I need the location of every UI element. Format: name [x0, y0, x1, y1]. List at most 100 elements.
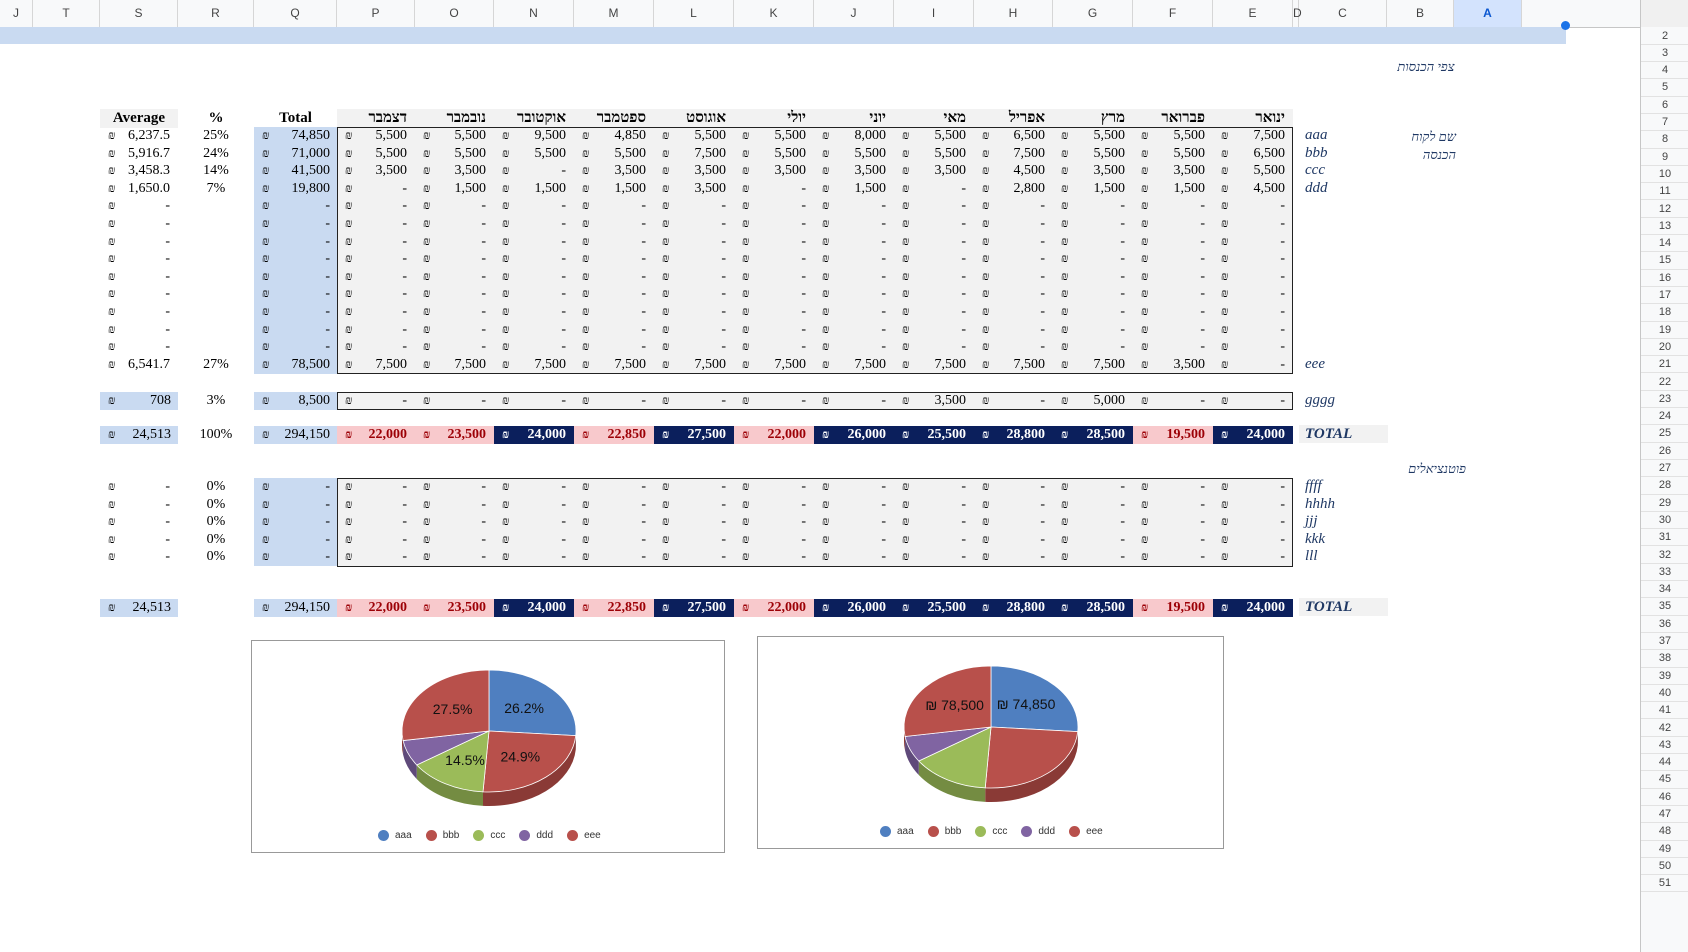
month-value[interactable]: 6,500: [1253, 146, 1286, 161]
month-value[interactable]: -: [402, 531, 407, 547]
month-value[interactable]: -: [1280, 322, 1285, 337]
month-value[interactable]: 22,000: [767, 427, 807, 442]
month-value[interactable]: -: [561, 251, 566, 266]
pie-slice-eee[interactable]: [903, 665, 992, 737]
month-value[interactable]: 7,500: [1253, 128, 1286, 143]
row-header-42[interactable]: 42: [1641, 720, 1688, 737]
month-value[interactable]: -: [1200, 393, 1205, 408]
month-value[interactable]: 25,500: [927, 600, 967, 615]
month-value[interactable]: 3,500: [694, 163, 727, 178]
row-header-45[interactable]: 45: [1641, 771, 1688, 789]
month-value[interactable]: -: [481, 286, 486, 301]
month-value[interactable]: -: [561, 393, 566, 408]
month-value[interactable]: -: [1280, 251, 1285, 266]
month-value[interactable]: -: [1040, 322, 1045, 337]
month-value[interactable]: -: [402, 181, 407, 196]
month-value[interactable]: -: [481, 514, 486, 530]
month-value[interactable]: 19,500: [1166, 600, 1206, 615]
month-value[interactable]: 4,500: [1013, 163, 1046, 178]
month-value[interactable]: 24,000: [1246, 427, 1286, 442]
row-percent[interactable]: 100%: [199, 427, 233, 442]
row-header-40[interactable]: 40: [1641, 685, 1688, 703]
month-value[interactable]: 3,500: [934, 163, 967, 178]
row-header-15[interactable]: 15: [1641, 252, 1688, 270]
month-value[interactable]: 3,500: [1173, 163, 1206, 178]
month-value[interactable]: -: [481, 234, 486, 249]
month-value[interactable]: -: [402, 549, 407, 565]
month-value[interactable]: -: [881, 322, 886, 337]
month-value[interactable]: -: [881, 251, 886, 266]
row-average[interactable]: 6,237.5: [128, 128, 170, 143]
row-header-22[interactable]: 22: [1641, 374, 1688, 391]
row-header-50[interactable]: 50: [1641, 858, 1688, 876]
month-value[interactable]: 1,500: [1173, 181, 1206, 196]
row-header-29[interactable]: 29: [1641, 495, 1688, 512]
row-average[interactable]: -: [165, 496, 170, 512]
month-value[interactable]: -: [961, 269, 966, 284]
month-value[interactable]: -: [641, 216, 646, 231]
month-value[interactable]: -: [641, 322, 646, 337]
column-header-e[interactable]: E: [1213, 0, 1293, 27]
month-value[interactable]: -: [961, 304, 966, 319]
row-average[interactable]: -: [165, 234, 170, 249]
month-value[interactable]: 5,500: [774, 128, 807, 143]
month-value[interactable]: -: [721, 322, 726, 337]
row-header-16[interactable]: 16: [1641, 270, 1688, 287]
month-value[interactable]: 1,500: [454, 181, 487, 196]
month-value[interactable]: 22,000: [767, 600, 807, 615]
month-value[interactable]: -: [1120, 514, 1125, 530]
month-value[interactable]: -: [961, 479, 966, 494]
row-header-4[interactable]: 4: [1641, 62, 1688, 80]
column-header-p[interactable]: P: [337, 0, 415, 27]
row-total[interactable]: -: [325, 322, 330, 337]
row-average[interactable]: 6,541.7: [128, 357, 170, 372]
month-value[interactable]: -: [1200, 496, 1205, 512]
month-value[interactable]: 3,500: [454, 163, 487, 178]
month-value[interactable]: 5,500: [694, 128, 727, 143]
month-value[interactable]: -: [402, 339, 407, 354]
month-value[interactable]: -: [1280, 531, 1285, 547]
month-value[interactable]: -: [1040, 304, 1045, 319]
month-value[interactable]: 27,500: [687, 600, 727, 615]
month-value[interactable]: 19,500: [1166, 427, 1206, 442]
month-value[interactable]: 4,850: [614, 128, 647, 143]
month-value[interactable]: -: [1040, 479, 1045, 494]
month-value[interactable]: -: [721, 304, 726, 319]
row-header-35[interactable]: 35: [1641, 598, 1688, 616]
row-header-20[interactable]: 20: [1641, 339, 1688, 357]
row-average[interactable]: -: [165, 531, 170, 547]
row-total[interactable]: 74,850: [291, 128, 331, 143]
month-value[interactable]: 28,800: [1006, 600, 1046, 615]
row-average[interactable]: -: [165, 216, 170, 231]
row-average[interactable]: 3,458.3: [128, 163, 170, 178]
month-value[interactable]: -: [641, 251, 646, 266]
row-name[interactable]: ddd: [1305, 180, 1328, 196]
month-value[interactable]: -: [721, 269, 726, 284]
month-value[interactable]: -: [1200, 304, 1205, 319]
month-value[interactable]: -: [641, 304, 646, 319]
row-header-41[interactable]: 41: [1641, 702, 1688, 720]
row-percent[interactable]: 7%: [206, 181, 226, 196]
month-value[interactable]: -: [1200, 479, 1205, 494]
month-value[interactable]: -: [721, 216, 726, 231]
row-percent[interactable]: 24%: [203, 146, 229, 161]
month-value[interactable]: 3,500: [1173, 357, 1206, 372]
row-average[interactable]: -: [165, 322, 170, 337]
month-value[interactable]: 3,500: [614, 163, 647, 178]
row-header-24[interactable]: 24: [1641, 408, 1688, 426]
column-header-h[interactable]: H: [974, 0, 1053, 27]
month-value[interactable]: -: [881, 496, 886, 512]
month-value[interactable]: -: [801, 531, 806, 547]
pie-slice-aaa[interactable]: [990, 665, 1079, 733]
month-value[interactable]: -: [561, 304, 566, 319]
month-value[interactable]: -: [1280, 496, 1285, 512]
month-value[interactable]: -: [721, 286, 726, 301]
month-value[interactable]: -: [641, 339, 646, 354]
row-header-11[interactable]: 11: [1641, 183, 1688, 201]
row-percent[interactable]: 0%: [206, 549, 226, 565]
row-average[interactable]: -: [165, 514, 170, 530]
month-value[interactable]: -: [1200, 216, 1205, 231]
row-header-3[interactable]: 3: [1641, 45, 1688, 63]
month-value[interactable]: 5,500: [534, 146, 567, 161]
month-value[interactable]: -: [641, 234, 646, 249]
